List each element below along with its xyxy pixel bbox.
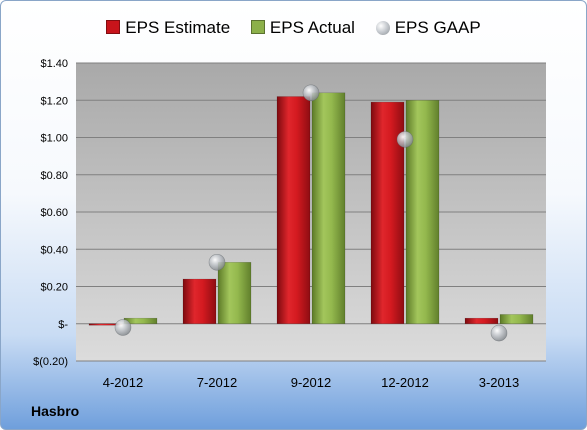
x-tick-label: 4-2012 <box>103 375 143 390</box>
eps-estimate-bar <box>276 96 311 325</box>
eps-gaap-marker <box>208 253 226 271</box>
x-tick-label: 3-2013 <box>479 375 519 390</box>
legend-label-eps-gaap: EPS GAAP <box>394 17 481 37</box>
eps-gaap-marker <box>114 319 132 336</box>
legend-marker-eps-gaap <box>375 20 390 35</box>
legend-swatch-eps-estimate <box>106 19 121 34</box>
legend-label-eps-actual: EPS Actual <box>269 17 355 37</box>
y-tick-label: $0.60 <box>40 207 68 219</box>
eps-actual-bar <box>311 92 346 324</box>
y-tick-label: $1.20 <box>40 95 68 107</box>
eps-actual-bar <box>499 314 534 324</box>
legend-swatch-eps-actual <box>250 19 265 34</box>
company-name: Hasbro <box>31 403 80 419</box>
y-tick-label: $- <box>58 319 68 331</box>
eps-gaap-marker <box>396 131 414 148</box>
eps-actual-bar <box>217 262 252 325</box>
eps-gaap-marker <box>302 84 320 102</box>
legend: EPS Estimate EPS Actual EPS GAAP <box>1 17 586 38</box>
eps-estimate-bar <box>182 278 217 324</box>
legend-item-eps-estimate: EPS Estimate <box>106 18 230 38</box>
y-tick-label: $0.80 <box>40 170 68 182</box>
x-tick-label: 9-2012 <box>291 375 331 390</box>
y-tick-label: $0.40 <box>40 244 68 256</box>
y-tick-label: $(0.20) <box>33 356 68 368</box>
y-tick-label: $1.40 <box>40 58 68 70</box>
eps-estimate-bar <box>464 317 499 325</box>
legend-item-eps-gaap: EPS GAAP <box>375 17 481 38</box>
x-tick-label: 7-2012 <box>197 375 237 390</box>
eps-gaap-marker <box>490 324 508 342</box>
legend-label-eps-estimate: EPS Estimate <box>125 17 231 37</box>
y-tick-label: $0.20 <box>40 282 68 294</box>
legend-item-eps-actual: EPS Actual <box>250 17 355 38</box>
y-tick-label: $1.00 <box>40 133 68 145</box>
x-tick-label: 12-2012 <box>381 375 429 390</box>
